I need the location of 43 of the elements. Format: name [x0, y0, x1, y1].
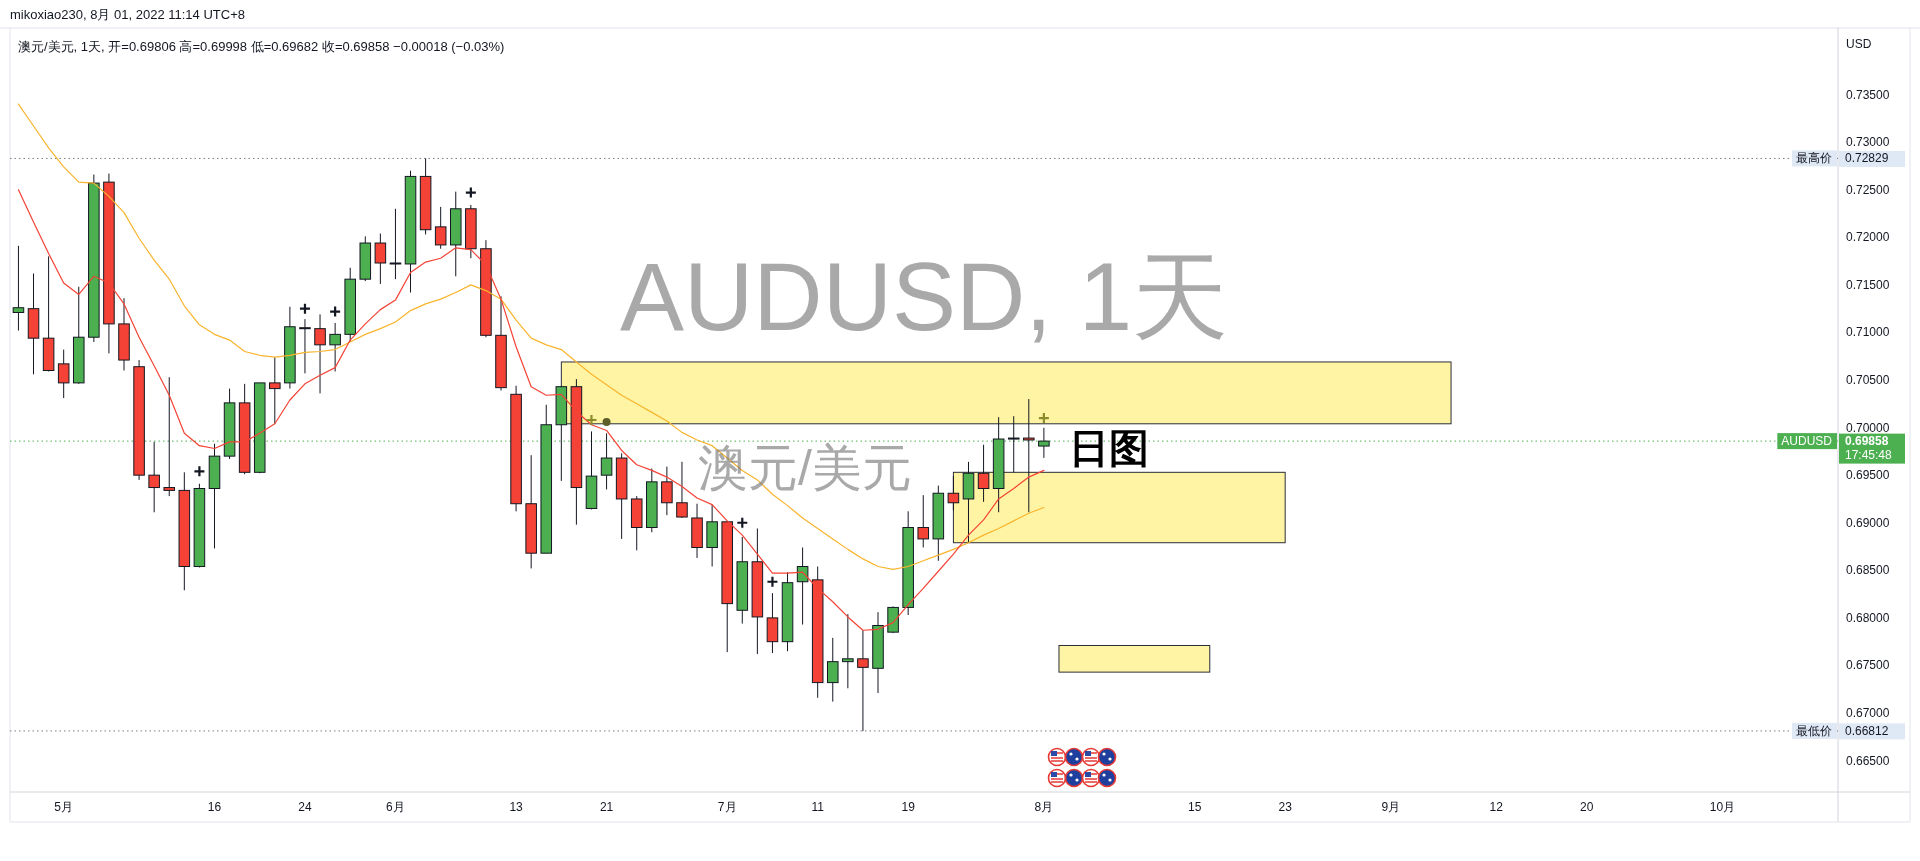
x-tick-label: 11	[811, 800, 825, 814]
x-tick-label: 16	[207, 800, 222, 814]
annotation: 日图	[1069, 426, 1149, 470]
y-tick-label: 0.72000	[1846, 230, 1890, 245]
y-tick-label: 0.71500	[1846, 277, 1890, 292]
y-tick-label: 0.72829	[1845, 151, 1889, 166]
x-tick-label: 20	[1580, 800, 1594, 814]
y-tick-label: 0.73500	[1846, 87, 1890, 102]
y-axis-title: USD	[1846, 37, 1872, 51]
y-tick-label: 0.73000	[1846, 135, 1890, 150]
text: 澳元/美元, 1天, 开=0.69806 高=0.69998 低=0.69682 收=0.69858 −0.00018 (−0.03%)	[18, 38, 505, 54]
x-tick-label: 12	[1489, 800, 1504, 814]
x-tick-label: 9月	[1381, 800, 1401, 814]
y-tick-label: 0.69858	[1845, 434, 1889, 449]
x-tick-label: 6月	[386, 800, 405, 814]
x-tick-label: 21	[599, 800, 614, 814]
ref-line-label: 最高价	[1796, 151, 1832, 166]
x-tick-label: 24	[298, 800, 312, 814]
y-tick-label: 0.70000	[1846, 420, 1890, 435]
annotation: AUDUSD, 1天	[619, 243, 1229, 350]
y-tick-label: 0.68500	[1846, 563, 1890, 578]
y-tick-label: 0.69000	[1846, 515, 1890, 530]
x-tick-label: 13	[509, 800, 524, 814]
y-tick-label: 0.67500	[1846, 658, 1890, 673]
x-tick-label: 15	[1188, 800, 1202, 814]
chart-title: mikoxiao230, 8月 01, 2022 11:14 UTC+8	[10, 6, 245, 22]
ref-line-label: 最低价	[1796, 723, 1832, 738]
x-tick-label: 19	[901, 800, 916, 814]
y-tick-label: 0.68000	[1846, 610, 1890, 625]
x-tick-label: 10月	[1709, 800, 1736, 814]
annotation: 澳元/美元	[698, 440, 912, 496]
y-tick-label: 0.70500	[1846, 373, 1890, 388]
y-tick-label: 0.71000	[1846, 325, 1890, 340]
y-tick-label: 0.67000	[1846, 706, 1890, 721]
x-tick-label: 8月	[1034, 800, 1054, 814]
y-tick-label: 0.66500	[1846, 753, 1890, 768]
x-tick-label: 23	[1278, 800, 1293, 814]
y-tick-label: 0.72500	[1846, 182, 1890, 197]
y-tick-label: 0.69500	[1846, 468, 1890, 483]
y-tick-label: 0.66812	[1845, 723, 1889, 738]
ref-line-label: AUDUSD	[1781, 434, 1833, 449]
x-tick-label: 7月	[717, 800, 737, 814]
x-tick-label: 5月	[54, 800, 74, 814]
